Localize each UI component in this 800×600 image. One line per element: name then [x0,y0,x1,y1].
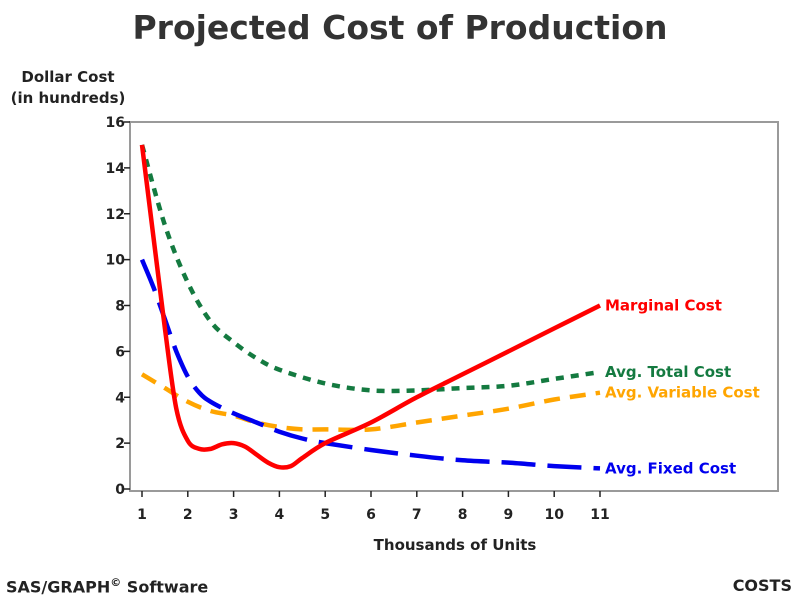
x-tick-label: 6 [366,507,376,523]
y-tick-label: 4 [115,390,125,406]
avg-total-cost-label: Avg. Total Cost [605,363,731,381]
x-tick-label: 1 [137,507,147,523]
x-tick-label: 9 [504,507,514,523]
plot-frame [129,121,779,492]
marginal-cost-line [139,144,602,470]
avg-fixed-cost-label: Avg. Fixed Cost [605,459,736,477]
x-axis-label: Thousands of Units [374,536,537,554]
series-labels: Marginal Cost Avg. Total Cost Avg. Variabl… [605,297,760,478]
y-tick-label: 12 [106,207,125,223]
avg-variable-cost-line [140,372,601,433]
y-axis-label-line: (in hundreds) [11,89,126,107]
footer-software-credit: SAS/GRAPH© Software [6,576,208,596]
x-tick-label: 5 [320,507,330,523]
x-axis-ticks: 1 2 3 4 5 6 7 8 9 10 11 [137,491,610,523]
y-tick-label: 6 [115,344,125,360]
chart-title: Projected Cost of Production [132,8,668,47]
avg-variable-cost-label: Avg. Variable Cost [605,384,760,402]
y-tick-label: 8 [115,299,125,315]
x-tick-label: 2 [183,507,193,523]
x-tick-label: 3 [229,507,239,523]
copyright-symbol: © [110,576,122,589]
footer-chart-id: COSTS [732,576,792,595]
marginal-cost-label: Marginal Cost [605,297,722,315]
y-axis-ticks: 0 2 4 6 8 10 12 14 16 [106,115,130,498]
footer-software-suffix: Software [121,577,209,597]
x-tick-label: 7 [412,507,422,523]
y-axis-label: Dollar Cost (in hundreds) [11,68,126,107]
y-tick-label: 2 [115,436,125,452]
y-tick-label: 10 [106,253,126,269]
x-tick-label: 8 [458,507,468,523]
series-lines [139,144,602,471]
y-axis-label-line: Dollar Cost [21,68,114,86]
avg-total-cost-line [139,144,601,394]
y-tick-label: 14 [106,161,126,177]
x-tick-label: 11 [590,507,609,523]
y-tick-label: 16 [106,115,125,131]
footer-software-name: SAS/GRAPH [6,577,111,597]
x-tick-label: 10 [544,507,564,523]
y-tick-label: 0 [115,482,125,498]
x-tick-label: 4 [275,507,285,523]
avg-fixed-cost-line [139,258,601,471]
